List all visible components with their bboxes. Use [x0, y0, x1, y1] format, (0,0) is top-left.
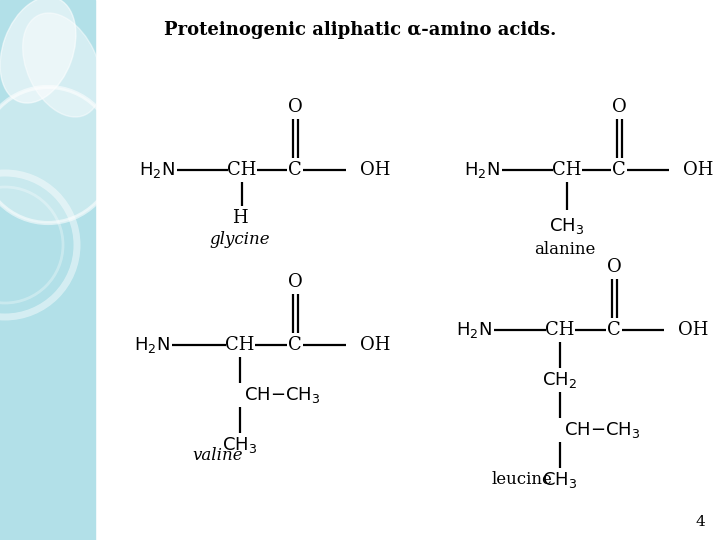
Text: $\mathsf{CH_3}$: $\mathsf{CH_3}$ — [542, 470, 577, 490]
Ellipse shape — [22, 13, 102, 117]
Text: CH: CH — [552, 161, 582, 179]
Text: $\mathsf{H_2N}$: $\mathsf{H_2N}$ — [139, 160, 175, 180]
Text: CH: CH — [228, 161, 257, 179]
Text: O: O — [607, 258, 621, 276]
Text: OH: OH — [678, 321, 708, 339]
Text: $\mathsf{H_2N}$: $\mathsf{H_2N}$ — [134, 335, 170, 355]
Text: OH: OH — [360, 336, 390, 354]
Text: alanine: alanine — [534, 241, 595, 259]
Text: $\mathsf{CH_3}$: $\mathsf{CH_3}$ — [222, 435, 258, 455]
Text: OH: OH — [360, 161, 390, 179]
Text: $\mathsf{H_2N}$: $\mathsf{H_2N}$ — [464, 160, 500, 180]
Text: C: C — [607, 321, 621, 339]
Text: $\mathsf{CH{-}CH_3}$: $\mathsf{CH{-}CH_3}$ — [244, 385, 320, 405]
Text: leucine: leucine — [491, 471, 552, 489]
Text: $\mathsf{H_2N}$: $\mathsf{H_2N}$ — [456, 320, 492, 340]
Text: $\mathsf{CH{-}CH_3}$: $\mathsf{CH{-}CH_3}$ — [564, 420, 640, 440]
Text: C: C — [288, 336, 302, 354]
Text: O: O — [611, 98, 626, 116]
Bar — [0, 0, 95, 540]
Text: $\mathsf{CH_3}$: $\mathsf{CH_3}$ — [549, 216, 585, 236]
Text: O: O — [287, 273, 302, 291]
Text: Proteinogenic aliphatic α-amino acids.: Proteinogenic aliphatic α-amino acids. — [164, 21, 556, 39]
Text: glycine: glycine — [210, 232, 270, 248]
Ellipse shape — [0, 0, 76, 103]
Text: $\mathsf{CH_2}$: $\mathsf{CH_2}$ — [542, 370, 577, 390]
Text: CH: CH — [545, 321, 575, 339]
Text: O: O — [287, 98, 302, 116]
Text: H: H — [232, 209, 248, 227]
Text: valine: valine — [193, 447, 243, 463]
Text: 4: 4 — [695, 515, 705, 529]
Text: OH: OH — [683, 161, 714, 179]
Text: C: C — [612, 161, 626, 179]
Circle shape — [0, 87, 116, 223]
Text: C: C — [288, 161, 302, 179]
Text: CH: CH — [225, 336, 255, 354]
